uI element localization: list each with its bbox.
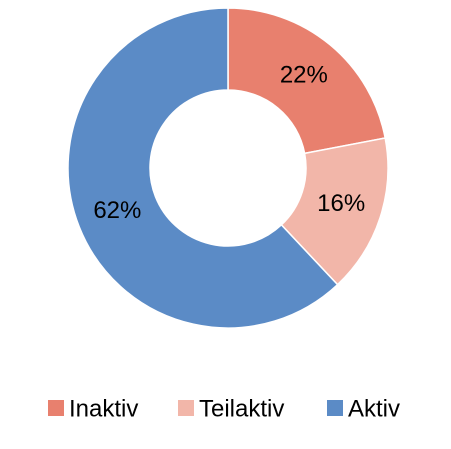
legend-swatch <box>178 400 194 416</box>
donut-slice <box>67 7 339 329</box>
data-label: 16% <box>317 190 365 217</box>
legend-label: Teilaktiv <box>199 395 284 422</box>
data-label: 22% <box>280 62 328 89</box>
data-label: 62% <box>93 197 141 224</box>
legend-swatch <box>327 400 343 416</box>
donut-slice <box>280 137 389 286</box>
donut-slice <box>227 7 387 155</box>
legend-label: Inaktiv <box>69 395 138 422</box>
legend-swatch <box>48 400 64 416</box>
legend-label: Aktiv <box>348 395 400 422</box>
